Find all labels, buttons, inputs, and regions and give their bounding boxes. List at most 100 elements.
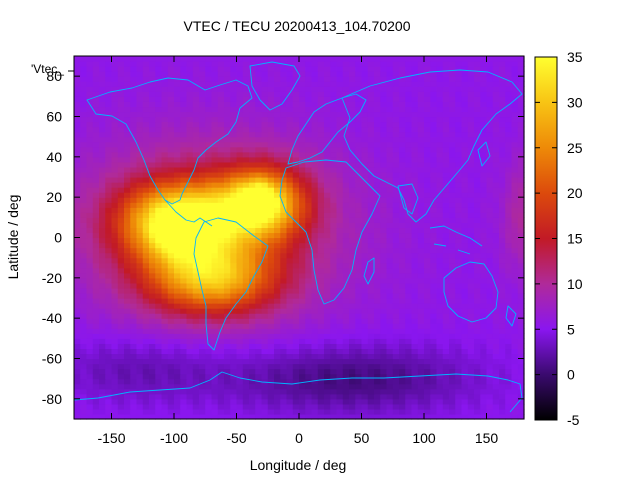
heatmap-cell bbox=[355, 121, 363, 128]
heatmap-cell bbox=[349, 398, 356, 405]
heatmap-cell bbox=[392, 242, 400, 249]
heatmap-cell bbox=[211, 81, 219, 87]
heatmap-cell bbox=[255, 116, 263, 123]
heatmap-cell bbox=[367, 272, 375, 279]
heatmap-cell bbox=[374, 358, 381, 365]
heatmap-cell bbox=[430, 348, 438, 355]
heatmap-cell bbox=[274, 81, 281, 87]
heatmap-cell bbox=[492, 227, 500, 234]
heatmap-cell bbox=[367, 398, 375, 405]
heatmap-cell bbox=[161, 343, 169, 350]
heatmap-cell bbox=[374, 222, 381, 229]
heatmap-cell bbox=[380, 368, 388, 375]
heatmap-cell bbox=[105, 182, 113, 188]
heatmap-cell bbox=[174, 413, 181, 420]
heatmap-cell bbox=[186, 207, 194, 213]
heatmap-cell bbox=[117, 277, 125, 284]
heatmap-cell bbox=[486, 212, 494, 218]
heatmap-cell bbox=[392, 121, 400, 128]
heatmap-cell bbox=[167, 328, 175, 334]
heatmap-cell bbox=[74, 101, 81, 108]
heatmap-cell bbox=[130, 71, 138, 77]
heatmap-cell bbox=[505, 413, 513, 420]
heatmap-cell bbox=[424, 131, 431, 138]
heatmap-cell bbox=[242, 187, 250, 193]
heatmap-cell bbox=[361, 131, 369, 138]
heatmap-cell bbox=[242, 363, 250, 370]
heatmap-cell bbox=[236, 313, 244, 319]
heatmap-cell bbox=[130, 338, 138, 344]
heatmap-cell bbox=[230, 66, 238, 72]
heatmap-cell bbox=[367, 313, 375, 319]
heatmap-cell bbox=[224, 262, 231, 269]
heatmap-cell bbox=[380, 81, 388, 87]
heatmap-cell bbox=[499, 146, 506, 153]
heatmap-cell bbox=[86, 282, 94, 289]
heatmap-cell bbox=[174, 71, 181, 77]
heatmap-cell bbox=[286, 298, 294, 304]
heatmap-cell bbox=[161, 298, 169, 304]
heatmap-cell bbox=[167, 166, 175, 173]
heatmap-cell bbox=[217, 363, 225, 370]
heatmap-cell bbox=[280, 227, 288, 234]
heatmap-cell bbox=[467, 166, 475, 173]
heatmap-cell bbox=[424, 363, 431, 370]
heatmap-cell bbox=[480, 398, 488, 405]
heatmap-cell bbox=[367, 388, 375, 395]
heatmap-cell bbox=[224, 222, 231, 229]
heatmap-cell bbox=[211, 298, 219, 304]
heatmap-cell bbox=[274, 282, 281, 289]
heatmap-cell bbox=[380, 262, 388, 269]
heatmap-cell bbox=[499, 277, 506, 284]
heatmap-cell bbox=[111, 166, 119, 173]
heatmap-cell bbox=[111, 76, 119, 82]
heatmap-cell bbox=[305, 257, 313, 264]
heatmap-cell bbox=[455, 318, 463, 324]
heatmap-cell bbox=[180, 338, 188, 344]
heatmap-cell bbox=[167, 398, 175, 405]
heatmap-cell bbox=[255, 222, 263, 229]
heatmap-cell bbox=[161, 237, 169, 244]
heatmap-cell bbox=[461, 121, 469, 128]
heatmap-cell bbox=[480, 111, 488, 118]
heatmap-cell bbox=[299, 106, 306, 113]
heatmap-cell bbox=[499, 303, 506, 309]
heatmap-cell bbox=[267, 182, 275, 188]
heatmap-cell bbox=[349, 368, 356, 375]
heatmap-cell bbox=[386, 86, 394, 92]
heatmap-cell bbox=[242, 328, 250, 334]
heatmap-cell bbox=[99, 318, 106, 324]
heatmap-cell bbox=[461, 136, 469, 143]
heatmap-cell bbox=[505, 393, 513, 400]
heatmap-cell bbox=[505, 303, 513, 309]
heatmap-cell bbox=[492, 257, 500, 264]
heatmap-cell bbox=[230, 353, 238, 360]
heatmap-cell bbox=[442, 373, 450, 380]
heatmap-cell bbox=[224, 171, 231, 178]
heatmap-cell bbox=[199, 267, 206, 274]
heatmap-cell bbox=[149, 318, 156, 324]
heatmap-cell bbox=[124, 217, 131, 223]
heatmap-cell bbox=[286, 177, 294, 183]
heatmap-cell bbox=[205, 177, 213, 183]
heatmap-cell bbox=[180, 192, 188, 198]
heatmap-cell bbox=[505, 252, 513, 259]
heatmap-cell bbox=[174, 308, 181, 314]
heatmap-cell bbox=[305, 227, 313, 234]
heatmap-cell bbox=[374, 318, 381, 324]
heatmap-cell bbox=[399, 323, 406, 329]
heatmap-cell bbox=[111, 207, 119, 213]
heatmap-cell bbox=[217, 212, 225, 218]
heatmap-cell bbox=[392, 86, 400, 92]
heatmap-cell bbox=[336, 398, 344, 405]
heatmap-cell bbox=[249, 328, 256, 334]
heatmap-cell bbox=[311, 171, 319, 178]
heatmap-cell bbox=[424, 353, 431, 360]
heatmap-cell bbox=[480, 358, 488, 365]
heatmap-cell bbox=[386, 101, 394, 108]
heatmap-cell bbox=[236, 393, 244, 400]
heatmap-cell bbox=[242, 131, 250, 138]
heatmap-cell bbox=[255, 146, 263, 153]
heatmap-cell bbox=[436, 378, 444, 385]
heatmap-cell bbox=[80, 156, 88, 163]
